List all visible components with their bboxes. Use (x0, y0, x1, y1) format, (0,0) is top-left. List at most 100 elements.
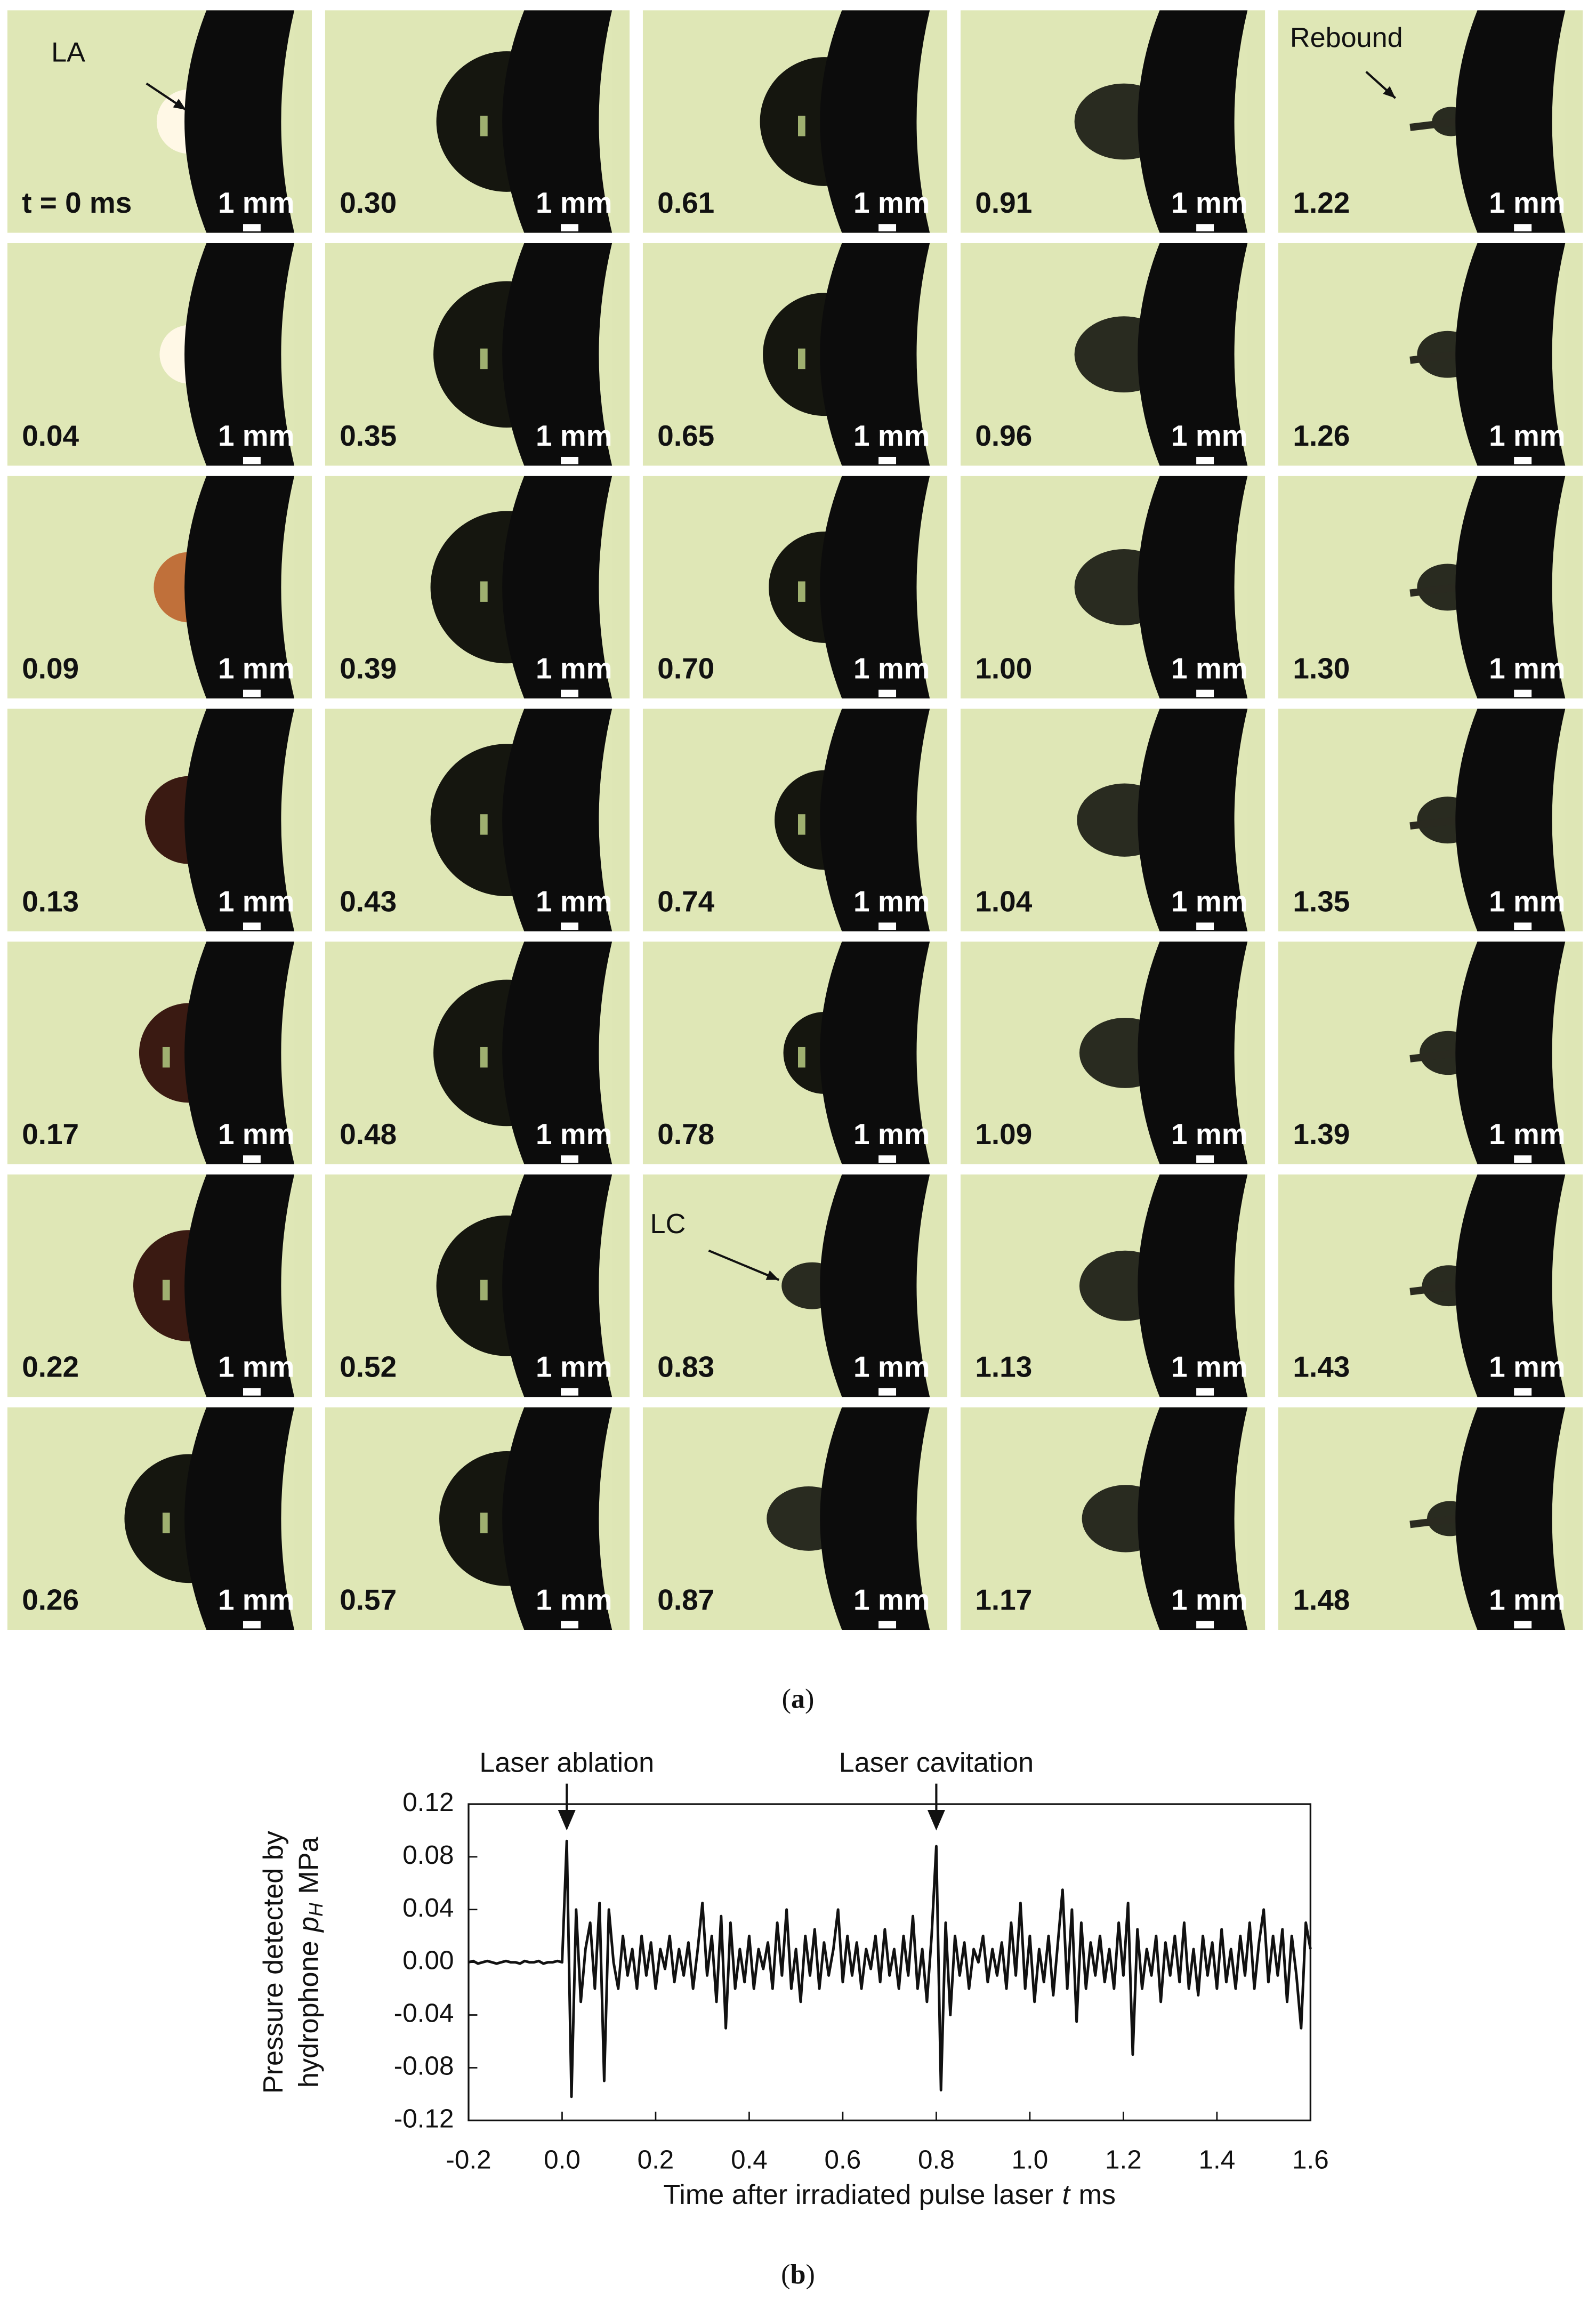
frame: t = 0 ms 1 mm (7, 10, 312, 233)
wall (502, 10, 612, 233)
x-tick-label: 0.2 (638, 2145, 674, 2174)
caption-part: ) (805, 1684, 814, 1715)
chart-annotation: Laser ablation (479, 1748, 654, 1779)
frame-content (1278, 476, 1583, 699)
y-tick-label: 0.04 (402, 1893, 454, 1922)
y-label-part: MPa (293, 1836, 324, 1894)
frame-label: 0.17 (22, 1117, 79, 1150)
scale-bar (878, 456, 897, 464)
frame-annotation: LC (650, 1209, 780, 1281)
frame-label: 0.48 (340, 1117, 397, 1150)
frame: 0.35 1 mm (325, 243, 630, 466)
scale-bar (878, 224, 897, 231)
frame: 0.65 1 mm (642, 243, 948, 466)
scale-label: 1 mm (853, 1583, 930, 1616)
y-axis-label: hydrophone pH MPa (293, 1836, 327, 2088)
annotation-arrow (708, 1249, 780, 1281)
scale-label: 1 mm (853, 884, 930, 918)
frame-shade (1247, 942, 1265, 1164)
scale-bar (878, 1388, 897, 1396)
wall (502, 476, 612, 699)
bubble-highlight (162, 1512, 170, 1533)
y-tick-label: -0.08 (394, 2051, 454, 2081)
frame-label: 1.30 (1293, 652, 1350, 685)
wall (502, 709, 612, 931)
bubble-highlight (162, 1047, 170, 1068)
scale-label: 1 mm (218, 1117, 294, 1150)
arrow-head (927, 1810, 945, 1831)
scale-label: 1 mm (218, 884, 294, 918)
wall (184, 476, 295, 699)
scale-bar (243, 456, 261, 464)
wall (820, 476, 930, 699)
scale-label: 1 mm (1489, 884, 1565, 918)
wall (184, 243, 295, 466)
frame-shade (1247, 476, 1265, 699)
scale-bar (243, 1155, 261, 1163)
frame: 1.09 1 mm (960, 942, 1265, 1164)
frame: 1.00 1 mm (960, 476, 1265, 699)
frame: 1.22 1 mm (1278, 10, 1583, 233)
frame-label: 1.35 (1293, 884, 1350, 918)
wall (1455, 476, 1566, 699)
wall (1138, 243, 1248, 466)
frame: 0.78 1 mm (642, 942, 948, 1164)
wall (820, 10, 930, 233)
wall (1138, 1174, 1248, 1397)
frame-shade (612, 243, 630, 466)
frame-label: 0.13 (22, 884, 79, 918)
scale-bar (1196, 224, 1214, 231)
scale-label: 1 mm (536, 1117, 612, 1150)
frame-label: 1.43 (1293, 1350, 1350, 1383)
frame: 0.91 1 mm (960, 10, 1265, 233)
y-axis-label: Pressure detected by (258, 1831, 289, 2094)
frame-content (642, 1174, 948, 1397)
frame-content (325, 1174, 630, 1397)
frame-label: 0.26 (22, 1583, 79, 1616)
wall (184, 10, 295, 233)
arrow-head (558, 1810, 576, 1831)
frame-shade (612, 1174, 630, 1397)
frame: 0.61 1 mm (642, 10, 948, 233)
frame: 1.17 1 mm (960, 1407, 1265, 1630)
scale-bar (561, 1155, 578, 1163)
frame-label: 0.52 (340, 1350, 397, 1383)
wall (820, 1407, 930, 1630)
frame-content (7, 243, 312, 466)
frame-label: 0.78 (657, 1117, 714, 1150)
frame-label: 1.48 (1293, 1583, 1350, 1616)
wall (1455, 709, 1566, 931)
photo-grid: t = 0 ms 1 mm0.04 1 mm0.09 1 mm0.13 1 mm0.17… (7, 10, 1583, 1630)
frame-shade (1247, 1407, 1265, 1630)
wall (820, 243, 930, 466)
chart-annotation: Laser cavitation (839, 1748, 1034, 1779)
frame-label: 0.39 (340, 652, 397, 685)
x-tick-label: 1.4 (1199, 2145, 1236, 2174)
frame: 0.48 1 mm (325, 942, 630, 1164)
frame-shade (1565, 243, 1583, 466)
scale-label: 1 mm (218, 1583, 294, 1616)
frame-label: 0.96 (975, 419, 1032, 452)
frame-content (1278, 709, 1583, 931)
frame-content (7, 476, 312, 699)
y-tick-label: -0.12 (394, 2104, 454, 2133)
scale-bar (1196, 1155, 1214, 1163)
scale-label: 1 mm (536, 1350, 612, 1383)
frame-content (642, 709, 948, 931)
frame: 0.96 1 mm (960, 243, 1265, 466)
wall (1138, 476, 1248, 699)
frame-shade (294, 10, 312, 233)
frame-shade (930, 1407, 948, 1630)
wall (1138, 942, 1248, 1164)
bubble-highlight (480, 115, 488, 136)
scale-bar (243, 1388, 261, 1396)
annotation-label: LA (51, 37, 85, 68)
caption-b: (b) (781, 2259, 815, 2290)
scale-bar (878, 922, 897, 930)
scale-bar (243, 689, 261, 697)
frame-shade (930, 942, 948, 1164)
scale-label: 1 mm (1171, 186, 1247, 219)
frame: 0.09 1 mm (7, 476, 312, 699)
frame: 0.39 1 mm (325, 476, 630, 699)
wall (1138, 1407, 1248, 1630)
